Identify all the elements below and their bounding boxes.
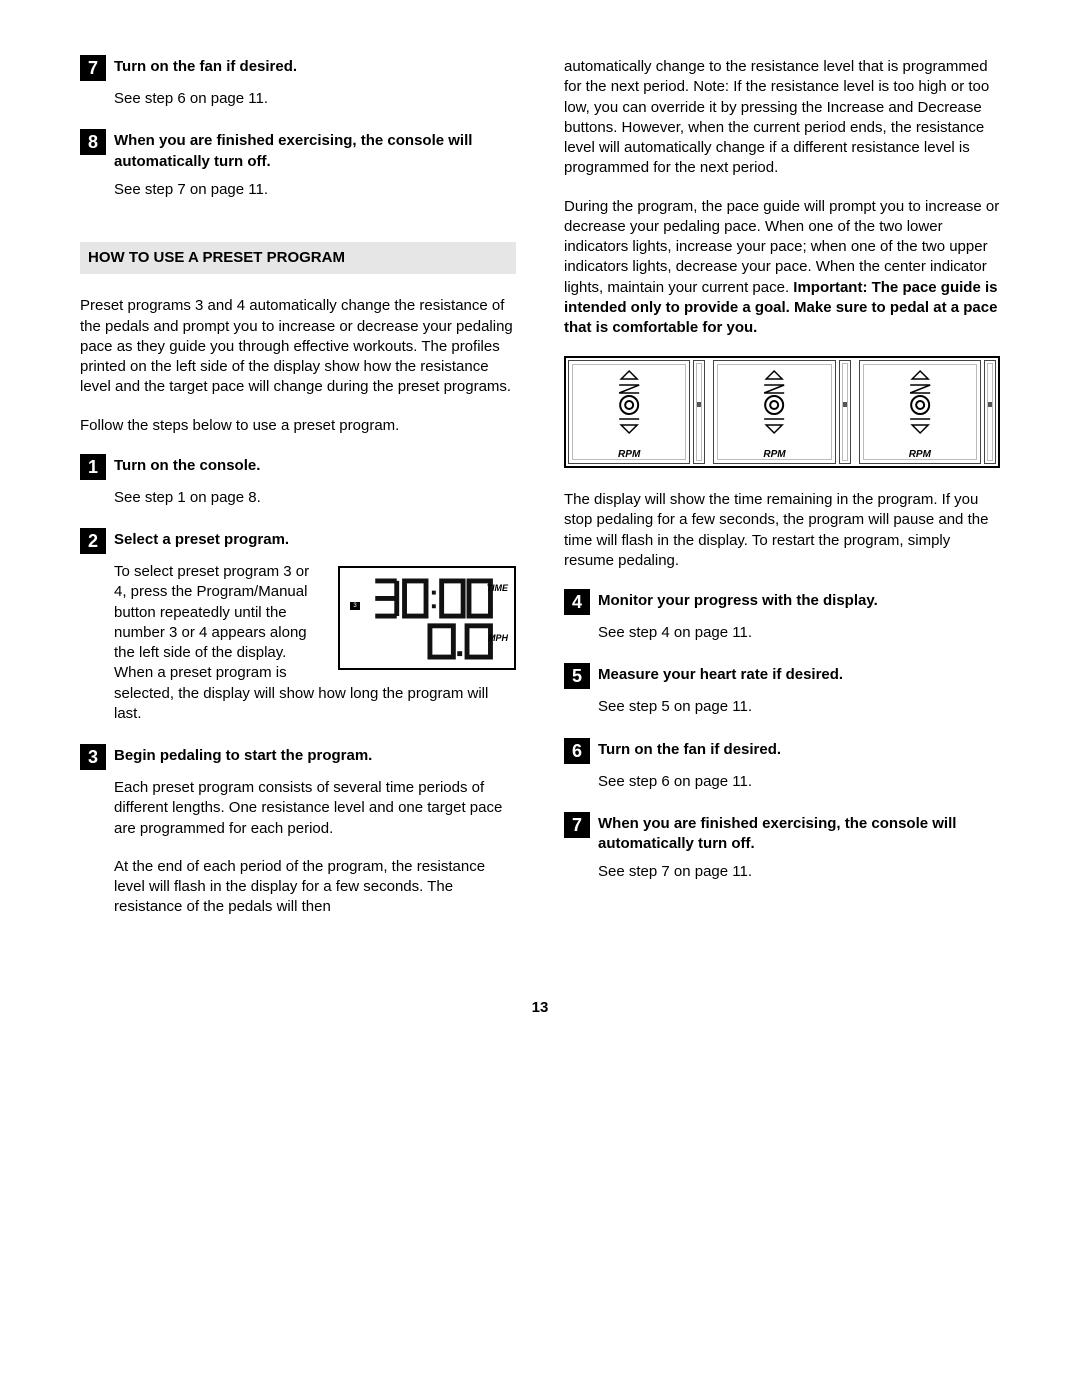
lcd-mph-label: MPH [488,632,508,644]
step-body: See step 1 on page 8. [114,488,516,508]
step-number-box: 6 [564,738,590,764]
step-number-box: 3 [80,744,106,770]
step-body: See step 7 on page 11. [114,180,516,200]
rpm-side-bar [693,360,705,464]
step-4: 4 Monitor your progress with the display… [564,589,1000,615]
step-body: See step 4 on page 11. [598,623,1000,643]
step-body: See step 6 on page 11. [114,89,516,109]
step-number-box: 1 [80,454,106,480]
step-title: Measure your heart rate if desired. [598,663,843,685]
rpm-side-bar [984,360,996,464]
step-8-top: 8 When you are finished exercising, the … [80,129,516,172]
step-3-body: Each preset program consists of several … [114,778,516,918]
intro-paragraph-2: Follow the steps below to use a preset p… [80,416,516,436]
rpm-label: RPM [862,448,978,462]
rpm-label: RPM [716,448,832,462]
step-3-p1: Each preset program consists of several … [114,778,516,839]
pace-guide-paragraph: During the program, the pace guide will … [564,197,1000,339]
step-body: See step 7 on page 11. [598,862,1000,882]
step-number-box: 7 [564,812,590,838]
step-body: See step 5 on page 11. [598,697,1000,717]
left-column: 7 Turn on the fan if desired. See step 6… [80,55,516,938]
section-header: HOW TO USE A PRESET PROGRAM [80,242,516,274]
step-2: 2 Select a preset program. [80,528,516,554]
after-rpm-paragraph: The display will show the time remaining… [564,490,1000,571]
step-title: Select a preset program. [114,528,289,550]
lcd-display-figure: 3 TIME MPH [338,566,516,670]
continuation-paragraph: automatically change to the resistance l… [564,57,1000,179]
step-number-box: 2 [80,528,106,554]
right-column: automatically change to the resistance l… [564,55,1000,938]
step-title: When you are finished exercising, the co… [114,129,516,172]
lcd-svg [344,572,510,664]
lcd-time-label: TIME [487,582,509,594]
lcd-program-indicator: 3 [350,602,360,610]
rpm-gauge-icon [862,367,978,437]
step-2-body: 3 TIME MPH To select preset program 3 or… [114,562,516,724]
step-title: Monitor your progress with the display. [598,589,878,611]
page-content: 7 Turn on the fan if desired. See step 6… [0,0,1080,978]
step-3: 3 Begin pedaling to start the program. [80,744,516,770]
step-1: 1 Turn on the console. [80,454,516,480]
step-6: 6 Turn on the fan if desired. [564,738,1000,764]
rpm-label: RPM [571,448,687,462]
rpm-cell-1: RPM [568,360,705,464]
rpm-cell-2: RPM [713,360,850,464]
intro-paragraph-1: Preset programs 3 and 4 automatically ch… [80,296,516,397]
step-title: Turn on the console. [114,454,260,476]
step-body: See step 6 on page 11. [598,772,1000,792]
step-7: 7 When you are finished exercising, the … [564,812,1000,855]
step-title: Begin pedaling to start the program. [114,744,372,766]
rpm-cell-3: RPM [859,360,996,464]
step-3-p2: At the end of each period of the program… [114,857,516,918]
rpm-gauge-icon [716,367,832,437]
rpm-side-bar [839,360,851,464]
rpm-gauge-icon [571,367,687,437]
step-title: When you are finished exercising, the co… [598,812,1000,855]
step-7-top: 7 Turn on the fan if desired. [80,55,516,81]
step-number-box: 7 [80,55,106,81]
step-number-box: 4 [564,589,590,615]
step-title: Turn on the fan if desired. [598,738,781,760]
rpm-gauge-figure: RPM [564,356,1000,468]
step-number-box: 8 [80,129,106,155]
step-number-box: 5 [564,663,590,689]
step-5: 5 Measure your heart rate if desired. [564,663,1000,689]
page-number: 13 [0,978,1080,1048]
step-title: Turn on the fan if desired. [114,55,297,77]
